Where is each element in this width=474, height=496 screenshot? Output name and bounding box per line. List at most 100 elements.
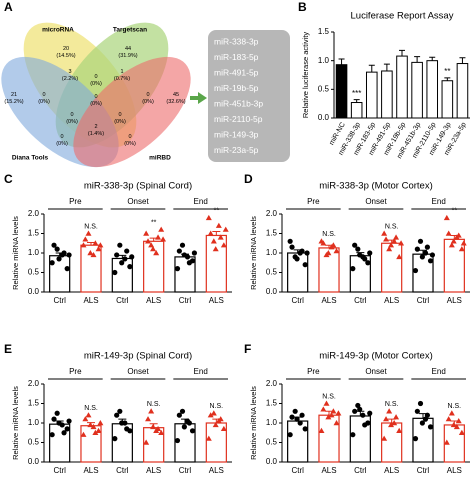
error-bar — [353, 99, 360, 103]
data-point — [56, 420, 62, 426]
significance-label: N.S. — [385, 223, 399, 230]
y-tick-label: 1.5 — [266, 399, 278, 408]
venn-region-label: 0 (0%) — [66, 112, 78, 125]
y-tick-label: 0.5 — [266, 438, 278, 447]
group-label: Pre — [69, 367, 82, 376]
bar — [426, 60, 439, 119]
bar — [335, 64, 348, 119]
data-point — [328, 412, 335, 418]
data-point — [117, 408, 123, 414]
data-point — [350, 432, 356, 438]
data-point — [294, 256, 300, 262]
error-bar — [338, 58, 345, 65]
data-point — [124, 426, 130, 432]
x-tick-label: Ctrl — [291, 296, 304, 305]
x-tick-label: Ctrl — [417, 296, 430, 305]
data-point — [114, 412, 120, 418]
venn-set-label: microRNA — [42, 27, 74, 34]
data-point — [181, 252, 187, 258]
mirna-list-box — [208, 30, 290, 162]
data-point — [112, 269, 118, 276]
data-point — [386, 246, 393, 252]
y-tick-label: 0.0 — [266, 457, 278, 466]
data-point — [396, 253, 403, 260]
data-point — [179, 408, 186, 414]
data-point — [56, 256, 62, 262]
data-point — [323, 400, 330, 406]
data-point — [325, 414, 332, 420]
x-tick-label: ALS — [321, 466, 336, 475]
data-point — [427, 258, 434, 264]
data-point — [64, 426, 70, 432]
data-point — [367, 410, 373, 416]
data-point — [396, 427, 403, 433]
data-point — [393, 414, 400, 420]
venn-region-label: 0 (0%) — [90, 94, 102, 107]
significance-label: ** — [444, 67, 450, 76]
data-point — [66, 418, 72, 424]
venn-region-label: 0 (0%) — [142, 92, 154, 105]
mirna-list-item: miR-23a-5p — [214, 145, 259, 155]
data-point — [391, 238, 398, 244]
significance-label: ** — [214, 208, 220, 215]
group-label: Onset — [127, 367, 149, 376]
error-bar — [459, 57, 466, 64]
error-bar — [414, 56, 421, 63]
data-point — [304, 250, 310, 256]
group-label: Pre — [307, 197, 320, 206]
significance-label: N.S. — [322, 393, 336, 400]
group-label: End — [194, 367, 208, 376]
data-point — [294, 416, 300, 422]
data-point — [355, 402, 361, 409]
significance-label: N.S. — [84, 405, 98, 412]
venn-set-shape — [73, 56, 191, 168]
data-point — [207, 230, 214, 236]
data-point — [145, 238, 152, 244]
x-tick-label: Ctrl — [116, 296, 129, 305]
data-point — [330, 408, 337, 414]
data-point — [357, 252, 363, 258]
data-point — [54, 410, 60, 416]
group-label: Onset — [365, 367, 387, 376]
x-tick-label: ALS — [146, 296, 161, 305]
data-point — [127, 264, 133, 270]
x-tick-label: ALS — [447, 466, 462, 475]
data-point — [398, 240, 405, 246]
data-point — [143, 230, 150, 236]
data-point — [212, 421, 219, 428]
venn-region-label: 0 (0%) — [90, 74, 102, 87]
data-point — [61, 250, 67, 256]
significance-label: N.S. — [210, 403, 224, 410]
data-point — [210, 410, 217, 416]
data-point — [299, 412, 305, 418]
data-point — [97, 242, 104, 248]
y-tick-label: 0.0 — [28, 457, 40, 466]
x-tick-label: Ctrl — [179, 296, 192, 305]
bar — [350, 102, 363, 119]
data-point — [362, 256, 368, 262]
y-tick-label: 0.5 — [318, 84, 330, 93]
x-tick-label: Ctrl — [53, 296, 66, 305]
data-point — [448, 410, 455, 416]
group-label: Pre — [69, 197, 82, 206]
error-bar — [444, 77, 451, 81]
data-point — [82, 416, 89, 422]
data-point — [427, 424, 434, 430]
data-point — [333, 248, 340, 254]
x-tick-label: Ctrl — [417, 466, 430, 475]
data-point — [352, 408, 358, 414]
data-point — [297, 420, 303, 426]
chart-title: miR-338-3p (Motor Cortex) — [319, 181, 433, 192]
group-label: End — [432, 367, 446, 376]
data-point — [422, 416, 429, 422]
data-point — [391, 420, 398, 426]
data-point — [325, 250, 332, 256]
venn-region-label: 45 (32.6%) — [166, 92, 185, 105]
data-point — [51, 242, 57, 248]
x-tick-label: ALS — [447, 296, 462, 305]
data-point — [388, 242, 395, 248]
data-point — [174, 266, 181, 272]
data-point — [49, 260, 55, 266]
x-tick-label: Ctrl — [354, 466, 367, 475]
bar — [365, 71, 378, 119]
